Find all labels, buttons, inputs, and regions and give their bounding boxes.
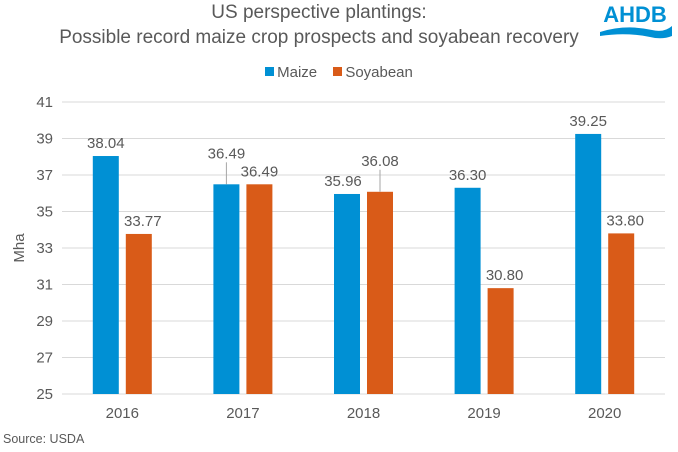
bar-maize-2020 [575,134,601,394]
y-tick-label: 33 [36,240,53,257]
y-tick-label: 37 [36,167,53,184]
bar-soyabean-2020 [608,233,634,394]
data-label-maize-2018: 35.96 [324,173,362,190]
bar-maize-2016 [93,156,119,394]
data-label-maize-2017: 36.49 [208,145,246,162]
bar-maize-2017 [213,184,239,394]
y-tick-label: 41 [36,94,53,111]
bar-maize-2018 [334,194,360,394]
x-tick-label: 2020 [588,405,621,422]
x-tick-label: 2018 [347,405,380,422]
x-tick-label: 2019 [467,405,500,422]
x-tick-label: 2016 [106,405,139,422]
y-tick-label: 29 [36,313,53,330]
bar-maize-2019 [455,188,481,394]
data-label-soyabean-2018: 36.08 [361,153,399,170]
data-label-soyabean-2020: 33.80 [606,212,644,229]
x-tick-label: 2017 [226,405,259,422]
bar-soyabean-2017 [246,184,272,394]
y-tick-label: 35 [36,204,53,221]
bar-soyabean-2018 [367,192,393,394]
y-tick-label: 27 [36,350,53,367]
data-label-maize-2019: 36.30 [449,167,487,184]
y-tick-label: 39 [36,131,53,148]
data-label-maize-2016: 38.04 [87,135,125,152]
source-note: Source: USDA [3,432,84,446]
bar-soyabean-2019 [488,288,514,394]
data-label-soyabean-2019: 30.80 [486,267,524,284]
y-axis-label: Mha [11,233,28,263]
data-label-soyabean-2016: 33.77 [124,213,162,230]
data-label-soyabean-2017: 36.49 [241,163,279,180]
y-tick-label: 25 [36,386,53,403]
data-label-maize-2020: 39.25 [569,113,607,130]
y-tick-label: 31 [36,277,53,294]
bar-soyabean-2016 [126,234,152,394]
bar-chart: 25 27 29 31 33 35 37 39 41 38.04 33.77 36.4936.49 3… [0,0,678,452]
